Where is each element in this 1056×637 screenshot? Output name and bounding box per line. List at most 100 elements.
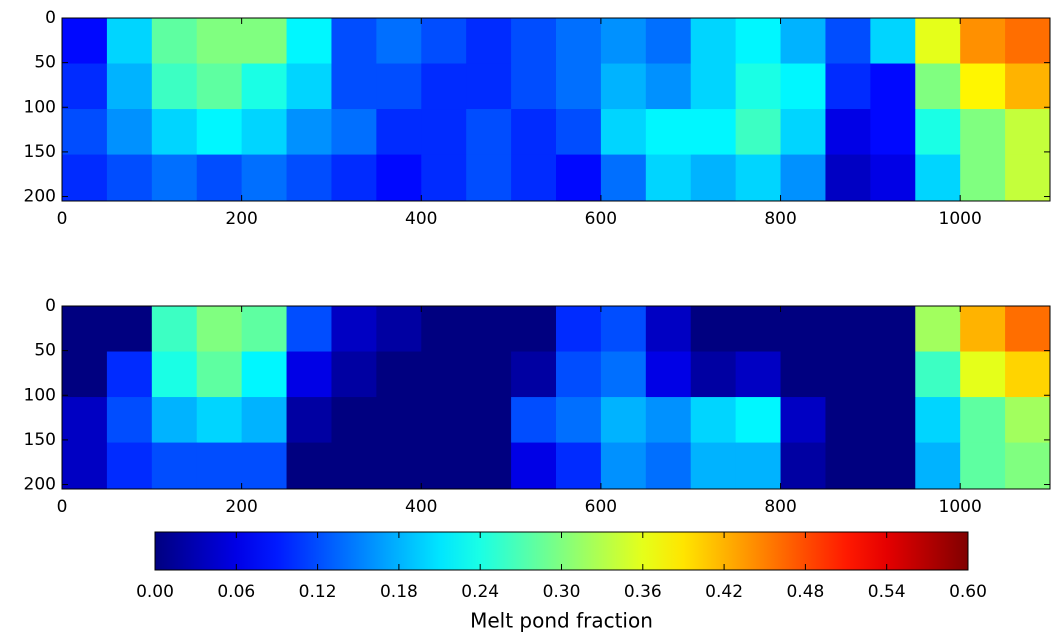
heat-cell <box>106 442 153 490</box>
heat-cell <box>825 351 871 398</box>
heat-cell <box>196 397 243 444</box>
heat-cell <box>1005 351 1051 398</box>
heat-cell <box>780 154 826 202</box>
heat-cell <box>556 18 602 65</box>
heat-cell <box>600 351 647 398</box>
heat-cell <box>870 154 916 202</box>
heat-cell <box>511 109 557 156</box>
heat-cell <box>511 63 557 110</box>
colorbar-tick-label: 0.54 <box>868 582 906 602</box>
heat-cell <box>915 306 961 353</box>
y-tick-label: 200 <box>24 475 56 495</box>
heat-cell <box>960 442 1006 490</box>
x-tick-label: 600 <box>585 209 617 229</box>
heat-cell <box>825 397 871 444</box>
heat-cell <box>915 63 961 110</box>
heat-cell <box>1005 109 1051 156</box>
heat-cell <box>915 351 961 398</box>
heat-cell <box>511 442 557 490</box>
heat-cell <box>466 442 512 490</box>
x-tick-label: 1000 <box>939 209 982 229</box>
heat-cell <box>151 442 198 490</box>
y-tick-label: 150 <box>24 142 56 162</box>
heat-cell <box>106 18 153 65</box>
heat-cell <box>870 397 916 444</box>
heat-cell <box>780 306 826 353</box>
x-tick-label: 0 <box>57 209 68 229</box>
heat-cell <box>600 109 647 156</box>
heat-cell <box>106 351 153 398</box>
heat-cell <box>556 154 602 202</box>
heat-cell <box>62 442 108 490</box>
heat-cell <box>62 63 108 110</box>
colorbar-tick-label: 0.18 <box>380 582 418 602</box>
heat-cell <box>376 306 422 353</box>
heat-cell <box>556 306 602 353</box>
heat-cell <box>331 63 377 110</box>
heat-cell <box>690 63 737 110</box>
heat-cell <box>62 109 108 156</box>
heat-cell <box>645 109 692 156</box>
heat-cell <box>825 154 871 202</box>
heat-cell <box>286 109 332 156</box>
heat-cell <box>1005 397 1051 444</box>
heat-cell <box>106 63 153 110</box>
heat-cell <box>106 109 153 156</box>
heat-cell <box>151 18 198 65</box>
y-tick-label: 50 <box>34 341 56 361</box>
heat-cell <box>331 154 377 202</box>
heat-cell <box>870 306 916 353</box>
heat-cell <box>151 397 198 444</box>
heat-cell <box>1005 63 1051 110</box>
heat-cell <box>780 442 826 490</box>
heat-cell <box>1005 18 1051 65</box>
colorbar-tick-label: 0.36 <box>624 582 662 602</box>
heat-cell <box>196 109 243 156</box>
heat-cell <box>600 18 647 65</box>
heat-cell <box>735 18 782 65</box>
heat-cell <box>376 63 422 110</box>
heat-cell <box>106 154 153 202</box>
heat-cell <box>735 351 782 398</box>
heat-cell <box>466 109 512 156</box>
heat-cell <box>780 397 826 444</box>
heat-cell <box>286 63 332 110</box>
heat-cell <box>690 306 737 353</box>
heat-cell <box>196 442 243 490</box>
heat-cell <box>331 18 377 65</box>
heat-cell <box>421 442 467 490</box>
x-tick-label: 200 <box>225 209 257 229</box>
y-tick-label: 200 <box>24 187 56 207</box>
heat-cell <box>825 306 871 353</box>
heat-cell <box>466 63 512 110</box>
heat-cell <box>196 63 243 110</box>
heat-cell <box>241 442 288 490</box>
heat-cell <box>62 397 108 444</box>
heat-cell <box>645 351 692 398</box>
heat-cell <box>421 351 467 398</box>
heat-cell <box>376 442 422 490</box>
x-tick-label: 600 <box>585 497 617 517</box>
heat-cell <box>600 306 647 353</box>
heat-cell <box>241 351 288 398</box>
heat-cell <box>511 18 557 65</box>
heat-cell <box>331 109 377 156</box>
heat-cell <box>600 63 647 110</box>
heat-cell <box>466 397 512 444</box>
heat-cell <box>511 154 557 202</box>
heat-cell <box>690 442 737 490</box>
heat-cell <box>241 397 288 444</box>
heat-cell <box>960 154 1006 202</box>
y-tick-label: 50 <box>34 53 56 73</box>
heat-cell <box>780 63 826 110</box>
heat-cell <box>870 442 916 490</box>
colorbar-tick-label: 0.48 <box>786 582 824 602</box>
heat-cell <box>62 306 108 353</box>
heat-cell <box>690 154 737 202</box>
x-tick-label: 800 <box>764 209 796 229</box>
colorbar-tick-label: 0.24 <box>461 582 499 602</box>
heat-cell <box>151 306 198 353</box>
heat-cell <box>960 18 1006 65</box>
heat-cell <box>241 18 288 65</box>
